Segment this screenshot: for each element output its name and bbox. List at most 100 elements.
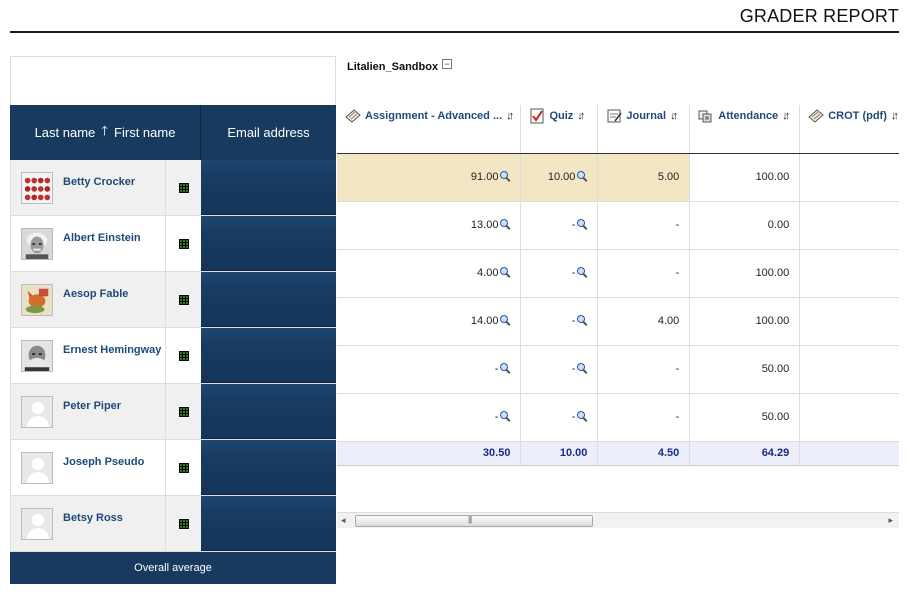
student-name-link[interactable]: Ernest Hemingway bbox=[63, 343, 162, 356]
grade-cell[interactable]: 100.00 bbox=[689, 297, 801, 346]
sort-icon[interactable]: ↓↑ bbox=[782, 110, 790, 122]
grade-cell[interactable]: 0.00 bbox=[689, 201, 801, 250]
lastname-sort-link[interactable]: Last name bbox=[34, 125, 96, 140]
email-cell-redacted bbox=[201, 160, 336, 215]
sort-icon[interactable]: ↓↑ bbox=[890, 110, 899, 122]
avatar[interactable] bbox=[21, 171, 53, 204]
student-name-link[interactable]: Peter Piper bbox=[63, 399, 122, 412]
grade-cell[interactable]: - bbox=[799, 393, 899, 442]
grade-row: 4.00 - - 100.00 - bbox=[337, 249, 899, 298]
analysis-icon[interactable] bbox=[577, 363, 587, 373]
grade-cell[interactable]: 14.00 bbox=[337, 297, 522, 346]
grade-cell[interactable]: - bbox=[520, 249, 599, 298]
grid-icon[interactable] bbox=[178, 238, 189, 249]
grid-icon[interactable] bbox=[178, 462, 189, 473]
analysis-icon[interactable] bbox=[577, 267, 587, 277]
student-name-link[interactable]: Joseph Pseudo bbox=[63, 455, 145, 468]
collapse-icon[interactable]: − bbox=[442, 59, 453, 69]
grade-cell[interactable]: - bbox=[799, 153, 899, 202]
scroll-right-icon[interactable]: ▸ bbox=[888, 515, 893, 525]
analysis-icon[interactable] bbox=[577, 411, 587, 421]
page-title: GRADER REPORT bbox=[739, 6, 899, 26]
analysis-icon[interactable] bbox=[577, 315, 587, 325]
grade-cell[interactable]: 91.00 bbox=[337, 153, 522, 202]
analysis-icon[interactable] bbox=[500, 171, 510, 181]
grade-item-link[interactable]: Assignment - Advanced ... bbox=[365, 110, 503, 122]
grade-cell[interactable]: 50.00 bbox=[689, 345, 801, 394]
email-header[interactable]: Email address bbox=[227, 125, 310, 140]
student-name-link[interactable]: Betty Crocker bbox=[63, 175, 136, 188]
grade-cell[interactable]: 50.00 bbox=[689, 393, 801, 442]
sort-up-arrow-icon[interactable]: 🡑 bbox=[101, 122, 109, 138]
grade-item-link[interactable]: Attendance bbox=[718, 110, 779, 122]
grid-icon[interactable] bbox=[178, 350, 189, 361]
sort-icon[interactable]: ↓↑ bbox=[670, 110, 678, 122]
scroll-left-icon[interactable]: ◂ bbox=[341, 515, 346, 525]
analysis-icon[interactable] bbox=[500, 315, 510, 325]
column-header: Journal ↓↑ bbox=[597, 105, 691, 154]
email-cell-redacted bbox=[201, 328, 336, 383]
analysis-icon[interactable] bbox=[577, 219, 587, 229]
grade-items-header-row: Assignment - Advanced ... ↓↑ Quiz ↓↑ Jou… bbox=[337, 105, 899, 154]
avatar[interactable] bbox=[21, 339, 53, 372]
grade-cell[interactable]: - bbox=[799, 297, 899, 346]
grade-cell[interactable]: 5.00 bbox=[597, 153, 691, 202]
student-row: Albert Einstein bbox=[10, 216, 336, 272]
horizontal-scrollbar[interactable]: ◂ ▸ bbox=[337, 512, 899, 528]
grade-cell[interactable]: - bbox=[597, 201, 691, 250]
course-name: Litalien_Sandbox bbox=[347, 61, 439, 73]
grade-cell[interactable]: - bbox=[337, 345, 522, 394]
student-name-cell: Aesop Fable bbox=[10, 272, 165, 327]
avatar[interactable] bbox=[21, 283, 53, 316]
grid-icon[interactable] bbox=[178, 182, 189, 193]
journal-icon bbox=[607, 109, 622, 123]
sort-icon[interactable]: ↓↑ bbox=[506, 110, 514, 122]
grade-cell[interactable]: - bbox=[799, 201, 899, 250]
analysis-icon[interactable] bbox=[500, 411, 510, 421]
analysis-icon[interactable] bbox=[577, 171, 587, 181]
student-name-cell: Albert Einstein bbox=[10, 216, 165, 271]
grade-cell[interactable]: - bbox=[799, 249, 899, 298]
grade-cell[interactable]: - bbox=[520, 393, 599, 442]
grade-cell[interactable]: - bbox=[597, 345, 691, 394]
grade-cell[interactable]: - bbox=[337, 393, 522, 442]
grade-cell[interactable]: - bbox=[799, 345, 899, 394]
grade-cell[interactable]: 4.00 bbox=[337, 249, 522, 298]
firstname-sort-link[interactable]: First name bbox=[114, 125, 176, 140]
grade-cell[interactable]: - bbox=[520, 201, 599, 250]
scrollbar-thumb[interactable] bbox=[355, 515, 593, 527]
email-cell-redacted bbox=[201, 272, 336, 327]
title-divider bbox=[10, 31, 899, 33]
grid-icon[interactable] bbox=[178, 518, 189, 529]
grade-item-link[interactable]: CROT (pdf) bbox=[828, 110, 887, 122]
grade-cell[interactable]: - bbox=[597, 249, 691, 298]
grade-cell[interactable]: 100.00 bbox=[689, 249, 801, 298]
analysis-icon[interactable] bbox=[500, 363, 510, 373]
analysis-icon[interactable] bbox=[500, 219, 510, 229]
grade-item-link[interactable]: Quiz bbox=[549, 110, 574, 122]
grade-cell[interactable]: - bbox=[597, 393, 691, 442]
grade-cell[interactable]: - bbox=[520, 297, 599, 346]
student-row: Ernest Hemingway bbox=[10, 328, 336, 384]
column-header: Attendance ↓↑ bbox=[689, 105, 801, 154]
default-avatar-icon[interactable] bbox=[21, 507, 53, 540]
column-header: Quiz ↓↑ bbox=[520, 105, 599, 154]
grid-icon[interactable] bbox=[178, 294, 189, 305]
grade-cell[interactable]: 100.00 bbox=[689, 153, 801, 202]
grade-cell[interactable]: 4.00 bbox=[597, 297, 691, 346]
grade-item-link[interactable]: Journal bbox=[626, 110, 667, 122]
default-avatar-icon[interactable] bbox=[21, 451, 53, 484]
single-view-cell bbox=[165, 496, 201, 551]
hemingway-photo-icon bbox=[22, 340, 52, 371]
student-name-link[interactable]: Betsy Ross bbox=[63, 511, 123, 524]
student-name-link[interactable]: Albert Einstein bbox=[63, 231, 141, 244]
analysis-icon[interactable] bbox=[500, 267, 510, 277]
default-avatar-icon[interactable] bbox=[21, 395, 53, 428]
grade-cell[interactable]: 13.00 bbox=[337, 201, 522, 250]
grade-cell[interactable]: 10.00 bbox=[520, 153, 599, 202]
student-name-link[interactable]: Aesop Fable bbox=[63, 287, 129, 300]
grid-icon[interactable] bbox=[178, 406, 189, 417]
grade-cell[interactable]: - bbox=[520, 345, 599, 394]
sort-icon[interactable]: ↓↑ bbox=[577, 110, 585, 122]
avatar[interactable] bbox=[21, 227, 53, 260]
